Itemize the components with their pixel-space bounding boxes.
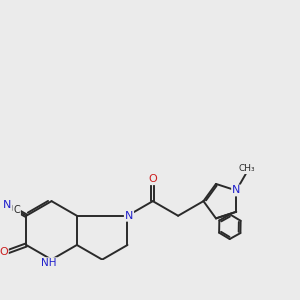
Text: N: N bbox=[3, 200, 11, 210]
Text: CH₃: CH₃ bbox=[239, 164, 256, 173]
Text: O: O bbox=[148, 174, 157, 184]
Text: N: N bbox=[232, 185, 240, 196]
Text: C: C bbox=[14, 205, 20, 215]
Text: NH: NH bbox=[41, 258, 57, 268]
Text: O: O bbox=[0, 247, 8, 257]
Text: N: N bbox=[125, 211, 133, 221]
